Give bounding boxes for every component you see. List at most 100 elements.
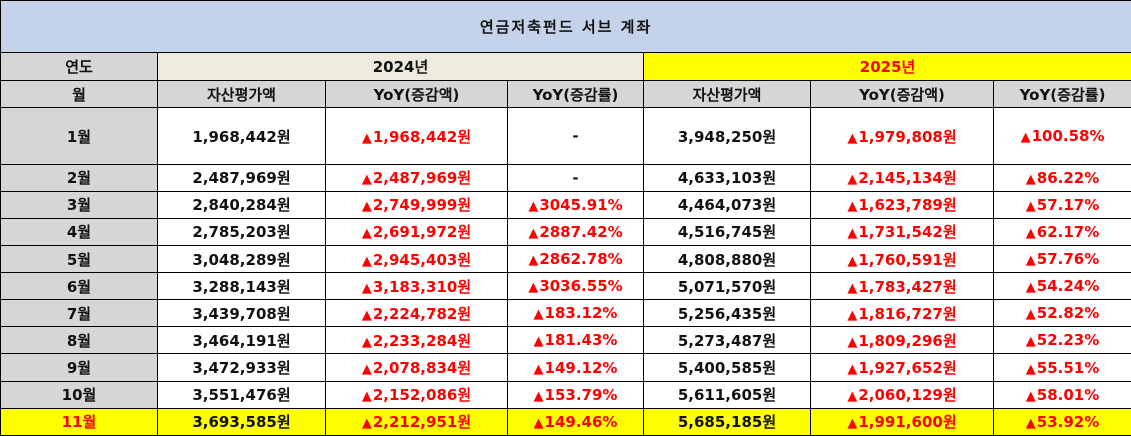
cell-value: 2,152,086원 xyxy=(372,386,472,405)
yoy-rate-2025-cell: ▲57.17% xyxy=(992,190,1131,219)
cell-value: - xyxy=(572,168,579,187)
asset-2024-cell: 3,693,585원 xyxy=(157,407,326,436)
cell-value: 3,183,310원 xyxy=(372,277,472,296)
yoy-amount-2024-cell: ▲2,224,782원 xyxy=(325,299,508,328)
cell-value: 1,968,442원 xyxy=(192,127,291,146)
cell-value: 55.51% xyxy=(1036,358,1100,377)
table-row: 10월 3,551,476원 ▲2,152,086원 ▲153.79% 5,611,60… xyxy=(0,380,1131,409)
asset-2025-cell: 3,948,250원 xyxy=(643,107,811,165)
yoy-rate-2024-cell: ▲149.46% xyxy=(507,407,644,436)
table-row: 9월 3,472,933원 ▲2,078,834원 ▲149.12% 5,400,585… xyxy=(0,353,1131,382)
cell-value: 52.23% xyxy=(1036,331,1100,350)
cell-value: 1,991,600원 xyxy=(858,413,957,432)
yoy-amount-2025-cell: ▲1,760,591원 xyxy=(810,245,994,274)
asset-2025-cell: 4,808,880원 xyxy=(643,245,811,274)
yoy-amount-2025-cell: ▲1,731,542원 xyxy=(810,217,994,247)
yoy-rate-2025-cell: ▲52.23% xyxy=(992,326,1131,355)
cell-value: 3,948,250원 xyxy=(677,127,777,146)
yoy-rate-2024-cell: ▲2887.42% xyxy=(507,217,644,247)
yoy-amount-2024-cell: ▲1,968,442원 xyxy=(325,107,508,165)
yoy-rate-2024-cell: ▲183.12% xyxy=(507,299,644,328)
month-cell: 3월 xyxy=(0,190,158,219)
up-triangle-icon: ▲ xyxy=(1025,307,1036,323)
up-triangle-icon: ▲ xyxy=(1025,280,1036,296)
table-row: 8월 3,464,191원 ▲2,233,284원 ▲181.43% 5,273,487… xyxy=(0,326,1131,355)
cell-value: 3,048,289원 xyxy=(192,250,291,269)
cell-value: 53.92% xyxy=(1036,412,1100,431)
cell-value: 5,071,570원 xyxy=(677,277,777,296)
yoy-rate-2025-cell: ▲57.76% xyxy=(992,245,1131,274)
col-yoy-amount-2025: YoY(증감액) xyxy=(810,80,994,109)
cell-value: 149.12% xyxy=(544,358,618,377)
cell-value: 2,487,969원 xyxy=(192,169,291,188)
up-triangle-icon: ▲ xyxy=(1025,334,1036,350)
cell-value: 2,487,969원 xyxy=(372,169,472,188)
cell-value: 57.76% xyxy=(1036,250,1100,269)
yoy-rate-2025-cell: ▲62.17% xyxy=(992,217,1131,247)
up-triangle-icon: ▲ xyxy=(847,307,858,323)
month-cell: 5월 xyxy=(0,245,158,274)
yoy-amount-2024-cell: ▲2,749,999원 xyxy=(325,190,508,219)
yoy-rate-2024-cell: ▲153.79% xyxy=(507,380,644,409)
up-triangle-icon: ▲ xyxy=(847,280,858,296)
cell-value: - xyxy=(572,127,579,146)
asset-2024-cell: 2,840,284원 xyxy=(157,190,326,219)
yoy-amount-2025-cell: ▲2,060,129원 xyxy=(810,380,994,409)
up-triangle-icon: ▲ xyxy=(533,415,544,431)
cell-value: 1,731,542원 xyxy=(858,223,957,242)
up-triangle-icon: ▲ xyxy=(1025,388,1036,404)
cell-value: 1,816,727원 xyxy=(858,304,957,323)
cell-value: 2,224,782원 xyxy=(372,304,472,323)
cell-value: 1,760,591원 xyxy=(858,250,957,269)
up-triangle-icon: ▲ xyxy=(533,361,544,377)
cell-value: 4,808,880원 xyxy=(677,250,777,269)
table-row: 7월 3,439,708원 ▲2,224,782원 ▲183.12% 5,256,435… xyxy=(0,299,1131,328)
table-row: 1월 1,968,442원 ▲1,968,442원 -3,948,250원 ▲1,979… xyxy=(0,107,1131,165)
yoy-rate-2024-cell: ▲3036.55% xyxy=(507,272,644,301)
yoy-rate-2025-cell: ▲52.82% xyxy=(992,299,1131,328)
col-asset-2024: 자산평가액 xyxy=(157,80,326,109)
up-triangle-icon: ▲ xyxy=(847,253,858,269)
cell-value: 2,145,134원 xyxy=(858,169,957,188)
up-triangle-icon: ▲ xyxy=(1025,415,1036,431)
asset-2024-cell: 3,288,143원 xyxy=(157,272,326,301)
cell-value: 183.12% xyxy=(544,304,618,323)
asset-2025-cell: 4,516,745원 xyxy=(643,217,811,247)
up-triangle-icon: ▲ xyxy=(361,172,372,188)
asset-2024-cell: 3,472,933원 xyxy=(157,353,326,382)
cell-value: 58.01% xyxy=(1036,385,1100,404)
year-label: 연도 xyxy=(0,52,158,82)
yoy-rate-2025-cell: ▲54.24% xyxy=(992,272,1131,301)
up-triangle-icon: ▲ xyxy=(1025,225,1036,241)
cell-value: 2,212,951원 xyxy=(372,413,472,432)
col-yoy-rate-2025: YoY(증감률) xyxy=(992,80,1131,109)
cell-value: 5,400,585원 xyxy=(677,359,777,378)
cell-value: 5,273,487원 xyxy=(677,331,777,350)
cell-value: 3036.55% xyxy=(539,277,623,296)
cell-value: 5,256,435원 xyxy=(677,304,777,323)
up-triangle-icon: ▲ xyxy=(1025,198,1036,214)
up-triangle-icon: ▲ xyxy=(528,280,539,296)
up-triangle-icon: ▲ xyxy=(361,362,372,378)
up-triangle-icon: ▲ xyxy=(847,199,858,215)
yoy-amount-2025-cell: ▲1,991,600원 xyxy=(810,407,994,436)
col-yoy-rate-2024: YoY(증감률) xyxy=(507,80,644,109)
table-row: 6월 3,288,143원 ▲3,183,310원 ▲3036.55% 5,071,57… xyxy=(0,272,1131,301)
asset-2024-cell: 3,551,476원 xyxy=(157,380,326,409)
month-cell: 6월 xyxy=(0,272,158,301)
col-yoy-amount-2024: YoY(증감액) xyxy=(325,80,508,109)
month-cell: 11월 xyxy=(0,407,158,436)
cell-value: 2,840,284원 xyxy=(192,196,291,215)
yoy-amount-2024-cell: ▲3,183,310원 xyxy=(325,272,508,301)
cell-value: 2862.78% xyxy=(539,250,623,269)
cell-value: 1,927,652원 xyxy=(858,359,957,378)
asset-2024-cell: 3,464,191원 xyxy=(157,326,326,355)
yoy-amount-2024-cell: ▲2,233,284원 xyxy=(325,326,508,355)
up-triangle-icon: ▲ xyxy=(528,253,539,269)
cell-value: 4,516,745원 xyxy=(677,223,777,242)
cell-value: 62.17% xyxy=(1036,222,1100,241)
yoy-amount-2024-cell: ▲2,152,086원 xyxy=(325,380,508,409)
up-triangle-icon: ▲ xyxy=(533,334,544,350)
up-triangle-icon: ▲ xyxy=(1025,253,1036,269)
asset-2024-cell: 1,968,442원 xyxy=(157,107,326,165)
